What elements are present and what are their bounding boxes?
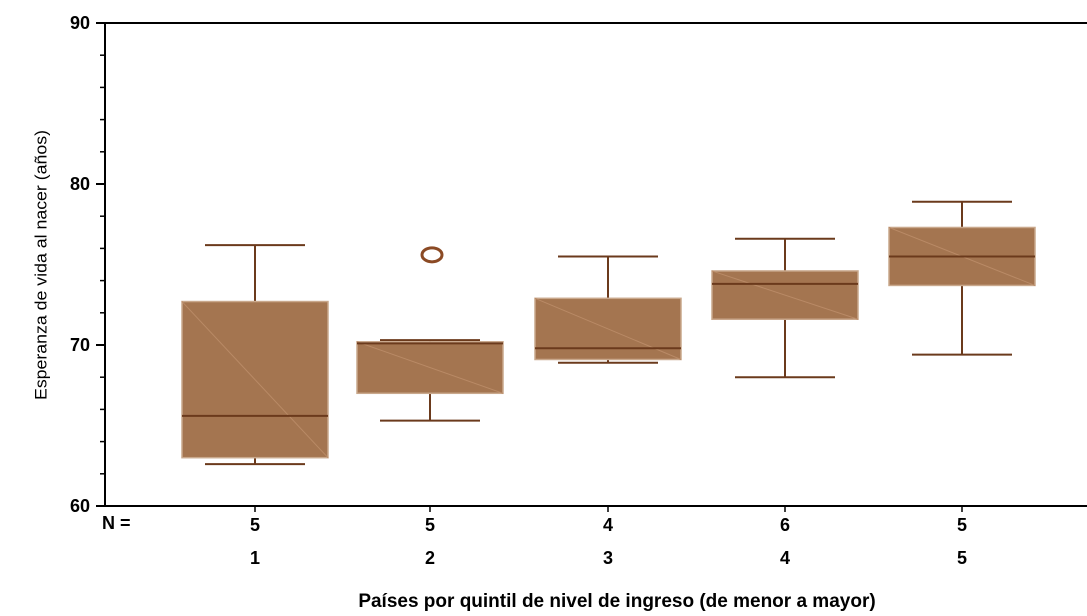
y-tick-label: 80 xyxy=(70,174,90,194)
y-tick-label: 60 xyxy=(70,496,90,516)
n-label: N = xyxy=(102,513,131,533)
box-category-2 xyxy=(356,246,504,422)
box-sheen xyxy=(534,297,682,360)
y-tick-label: 90 xyxy=(70,13,90,33)
n-count-row: N = 5 5 4 6 5 xyxy=(102,506,967,535)
y-tick-label: 70 xyxy=(70,335,90,355)
outlier-point xyxy=(420,246,444,264)
x-axis-title: Países por quintil de nivel de ingreso (… xyxy=(358,591,875,612)
y-axis-ticks: 60 70 80 90 xyxy=(70,13,105,516)
n-count-label: 4 xyxy=(603,515,613,535)
box-series xyxy=(181,200,1036,466)
box-sheen xyxy=(356,341,504,394)
category-labels: 1 2 3 4 5 xyxy=(250,548,967,568)
plot-frame xyxy=(104,22,1087,507)
category-label: 2 xyxy=(425,548,435,568)
category-label: 4 xyxy=(780,548,790,568)
n-count-label: 6 xyxy=(780,515,790,535)
n-count-label: 5 xyxy=(425,515,435,535)
box-category-4 xyxy=(711,237,859,379)
box-sheen xyxy=(181,301,329,459)
category-label: 3 xyxy=(603,548,613,568)
box-category-1 xyxy=(181,244,329,466)
box-category-3 xyxy=(534,255,682,364)
box-sheen xyxy=(711,270,859,320)
box-category-5 xyxy=(888,200,1036,356)
y-axis-title: Esperanza de vida al nacer (años) xyxy=(31,130,50,400)
n-count-label: 5 xyxy=(250,515,260,535)
n-count-label: 5 xyxy=(957,515,967,535)
category-label: 1 xyxy=(250,548,260,568)
category-label: 5 xyxy=(957,548,967,568)
